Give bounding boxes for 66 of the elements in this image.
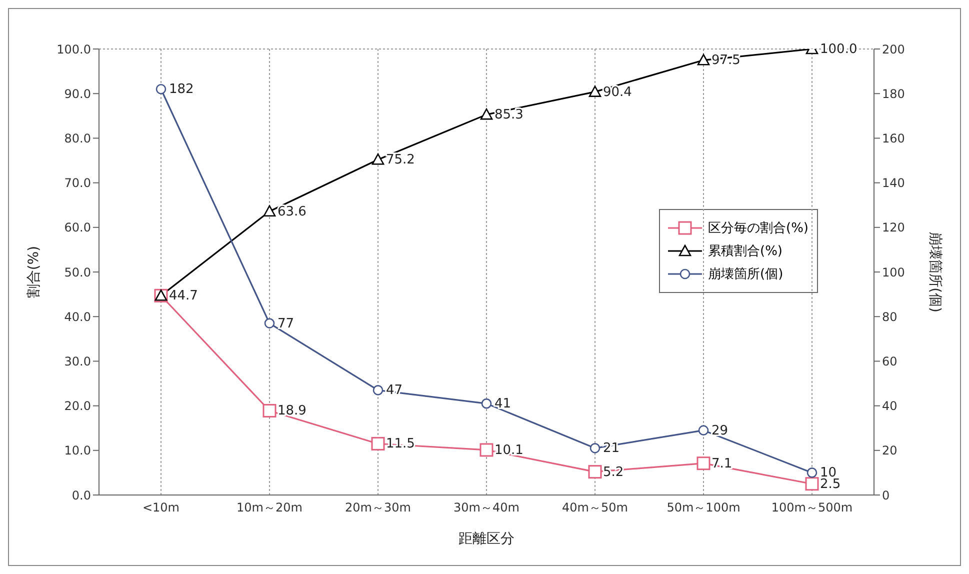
point <box>481 398 492 409</box>
point <box>805 477 819 491</box>
y-tick-label: 40.0 <box>64 310 91 324</box>
point <box>263 205 276 216</box>
y2-tick-label: 120 <box>882 220 905 235</box>
data-label: 41 <box>494 396 512 412</box>
y2-axis-title: 崩壊箇所(個) <box>927 232 944 312</box>
y-tick-label: 90.0 <box>64 86 91 101</box>
point <box>372 153 384 165</box>
y2-tick-label: 60 <box>882 354 898 368</box>
data-label: 75.2 <box>386 152 415 168</box>
x-tick-label: 50m～100m <box>666 500 740 515</box>
point <box>697 54 710 66</box>
data-label: 77 <box>278 316 294 332</box>
data-label: 182 <box>169 82 194 98</box>
y-tick-label: 30.0 <box>64 354 91 368</box>
data-label: 63.6 <box>278 204 306 220</box>
y-tick-label: 50.0 <box>64 265 91 280</box>
y2-tick-label: 160 <box>882 131 905 146</box>
y-tick-label: 20.0 <box>64 399 91 414</box>
x-tick-label: 100m～500m <box>771 500 853 515</box>
data-label: 18.9 <box>278 404 306 419</box>
data-label: 21 <box>603 441 620 456</box>
point <box>480 108 493 120</box>
x-tick-label: 20m～30m <box>345 500 411 515</box>
data-label: 10.1 <box>494 442 524 458</box>
x-tick-label: 40m～50m <box>562 500 628 515</box>
point <box>590 443 600 454</box>
y-tick-label: 10.0 <box>64 444 91 458</box>
y-tick-label: 70.0 <box>64 176 91 190</box>
x-axis-title: 距離区分 <box>458 531 514 547</box>
point <box>480 443 494 457</box>
x-tick-label: 30m～40m <box>454 500 520 515</box>
legend-label: 区分毎の割合(%) <box>708 220 808 237</box>
point <box>698 425 709 436</box>
point <box>264 318 275 328</box>
point <box>156 84 166 94</box>
point <box>262 404 276 418</box>
point <box>371 436 385 450</box>
data-label: 90.4 <box>603 84 632 100</box>
y2-tick-label: 80 <box>882 310 898 324</box>
x-tick-label: <10m <box>142 500 180 515</box>
data-label: 85.3 <box>494 108 524 123</box>
y-tick-label: 80.0 <box>64 131 91 146</box>
point <box>588 465 602 479</box>
legend-label: 崩壊箇所(個) <box>708 266 784 283</box>
point <box>372 385 384 396</box>
y2-tick-label: 140 <box>882 176 905 190</box>
y2-tick-label: 0 <box>882 488 890 502</box>
data-label: 44.7 <box>169 288 198 304</box>
data-label: 29 <box>712 423 728 438</box>
y-tick-label: 60.0 <box>64 220 91 235</box>
y2-tick-label: 180 <box>882 86 905 101</box>
y-tick-label: 0.0 <box>72 488 91 502</box>
x-tick-label: 10m～20m <box>236 500 302 515</box>
y2-tick-label: 100 <box>882 265 905 280</box>
y-axis-title: 割合(%) <box>26 246 42 298</box>
point <box>806 468 818 478</box>
data-label: 100.0 <box>820 42 858 57</box>
y2-tick-label: 40 <box>882 399 898 414</box>
point <box>588 86 602 97</box>
y-tick-label: 100.0 <box>56 42 91 56</box>
legend-label: 累積割合(%) <box>708 243 782 260</box>
y2-tick-label: 20 <box>882 444 898 458</box>
point <box>696 456 710 470</box>
y2-tick-label: 200 <box>882 42 905 56</box>
